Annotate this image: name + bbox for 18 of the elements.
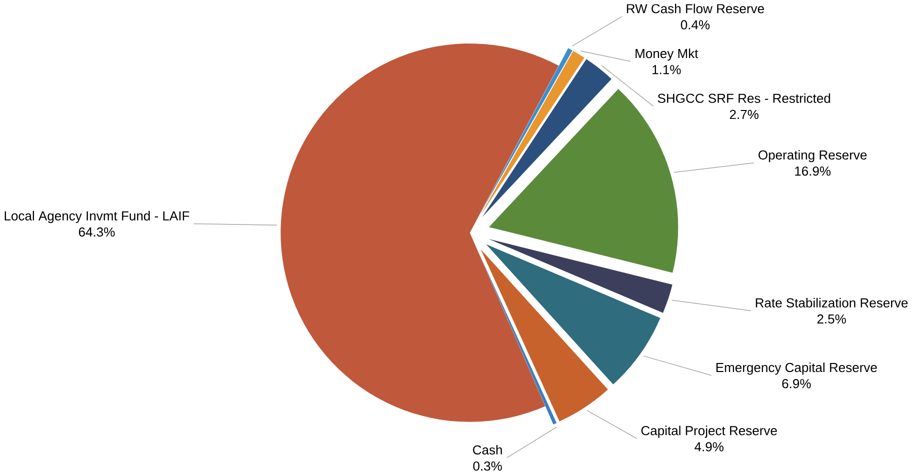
slice-label: Cash [473, 444, 502, 454]
slice-label: Money Mkt [636, 48, 698, 60]
data-label: 16.9% [795, 166, 831, 176]
data-label: 1.1% [652, 64, 681, 74]
slice-label: Emergency Capital Reserve [716, 362, 877, 375]
data-label: 2.7% [730, 110, 758, 119]
data-label: 6.9% [782, 378, 811, 388]
slice-label: RW Cash Flow Reserve [626, 4, 764, 14]
data-label: 0.3% [473, 461, 502, 470]
data-label: 0.4% [680, 20, 710, 30]
slice-label: Operating Reserve [758, 150, 867, 162]
slice-label: Rate Stabilization Reserve [756, 298, 908, 308]
slice-label: Capital Project Reserve [641, 425, 777, 438]
data-label: 4.9% [694, 442, 724, 452]
slice-label: Local Agency Invmt Fund - LAIF [4, 210, 190, 223]
slice-label: SHGCC SRF Res - Restricted [658, 93, 830, 103]
data-label: 2.5% [817, 314, 846, 324]
data-label: 64.3% [78, 227, 115, 236]
